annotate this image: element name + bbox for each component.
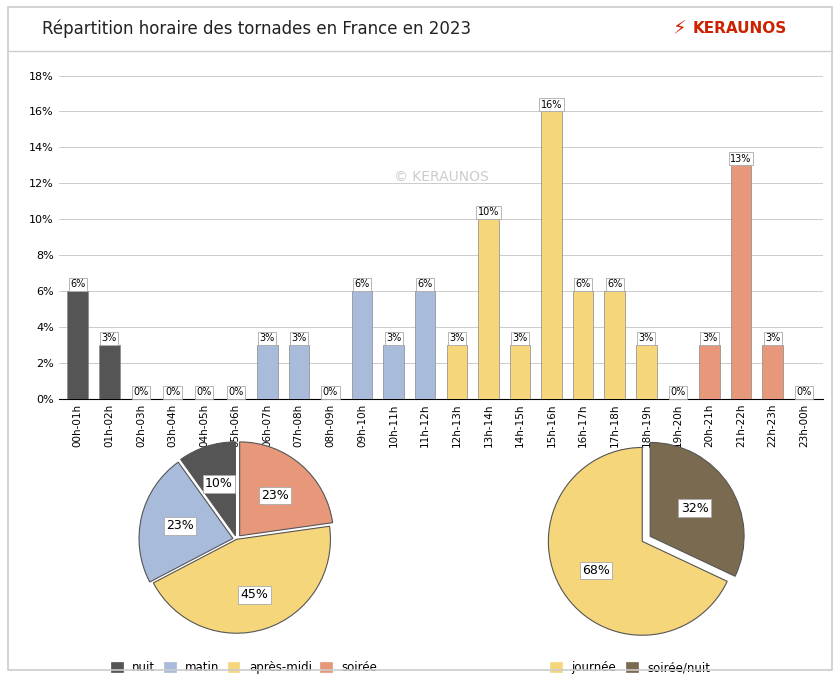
Wedge shape — [650, 443, 744, 576]
Text: 0%: 0% — [197, 387, 212, 397]
Wedge shape — [154, 526, 330, 633]
Text: 3%: 3% — [291, 333, 307, 343]
Bar — [699, 345, 720, 399]
Text: 10%: 10% — [205, 477, 233, 490]
Bar — [605, 291, 625, 399]
Text: Répartition horaire des tornades en France en 2023: Répartition horaire des tornades en Fran… — [42, 19, 471, 38]
Text: 3%: 3% — [386, 333, 402, 343]
Text: 0%: 0% — [165, 387, 180, 397]
Wedge shape — [549, 447, 727, 635]
Text: 6%: 6% — [575, 280, 591, 289]
Bar — [763, 345, 783, 399]
Text: 32%: 32% — [680, 502, 708, 515]
Wedge shape — [181, 442, 235, 536]
Text: 3%: 3% — [260, 333, 275, 343]
Bar — [510, 345, 530, 399]
Bar — [731, 165, 751, 399]
Text: 3%: 3% — [702, 333, 717, 343]
Bar — [383, 345, 404, 399]
Text: ⚡: ⚡ — [672, 19, 685, 38]
Text: KERAUNOS: KERAUNOS — [693, 21, 787, 36]
Text: 3%: 3% — [449, 333, 465, 343]
Text: 16%: 16% — [541, 100, 562, 110]
Wedge shape — [239, 442, 333, 536]
Text: 68%: 68% — [582, 564, 610, 577]
Text: 6%: 6% — [607, 280, 622, 289]
Bar — [257, 345, 277, 399]
Text: 3%: 3% — [638, 333, 654, 343]
Text: 23%: 23% — [261, 489, 289, 502]
Legend: nuit, matin, après-midi, soirée: nuit, matin, après-midi, soirée — [107, 657, 382, 677]
Bar — [447, 345, 467, 399]
Text: 3%: 3% — [765, 333, 780, 343]
Text: 0%: 0% — [670, 387, 685, 397]
Text: 23%: 23% — [166, 519, 194, 532]
Bar — [352, 291, 372, 399]
Bar — [67, 291, 88, 399]
Text: 0%: 0% — [228, 387, 244, 397]
Text: 10%: 10% — [478, 207, 499, 217]
Text: 13%: 13% — [731, 154, 752, 164]
Text: 0%: 0% — [323, 387, 338, 397]
Text: 3%: 3% — [102, 333, 117, 343]
Bar — [289, 345, 309, 399]
Text: 0%: 0% — [796, 387, 812, 397]
Text: 6%: 6% — [70, 280, 86, 289]
Bar — [478, 219, 499, 399]
Bar — [636, 345, 657, 399]
Text: 0%: 0% — [134, 387, 149, 397]
Text: 45%: 45% — [240, 588, 268, 601]
Bar — [415, 291, 435, 399]
Text: 6%: 6% — [417, 280, 433, 289]
Wedge shape — [139, 462, 233, 582]
Bar — [99, 345, 119, 399]
Text: 6%: 6% — [354, 280, 370, 289]
Legend: journée, soirée/nuit: journée, soirée/nuit — [546, 657, 715, 677]
Bar — [541, 112, 562, 399]
Text: © KERAUNOS: © KERAUNOS — [394, 170, 488, 184]
Text: 3%: 3% — [512, 333, 528, 343]
Bar — [573, 291, 593, 399]
